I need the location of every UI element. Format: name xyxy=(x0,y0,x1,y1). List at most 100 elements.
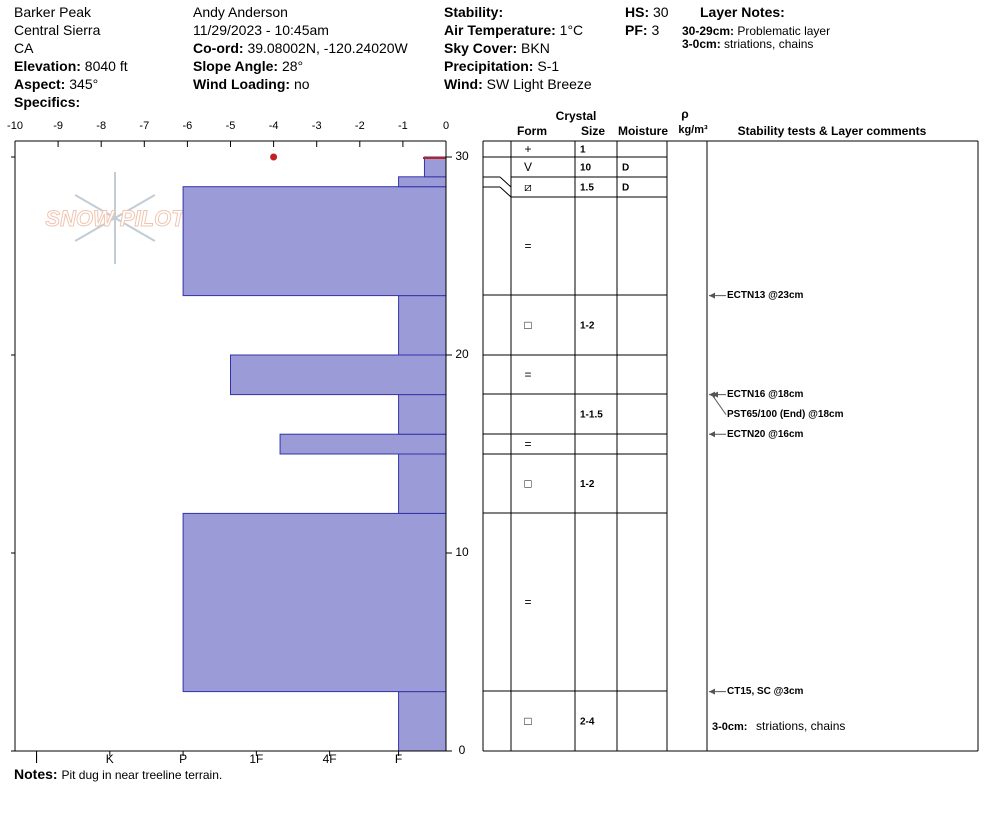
field: Elevation: 8040 ft xyxy=(14,58,128,74)
x-tick-label: -5 xyxy=(226,120,236,132)
arrow-head xyxy=(709,431,715,438)
notes-label: Notes: xyxy=(14,766,58,782)
moisture: D xyxy=(622,163,629,174)
field-label: Wind: xyxy=(444,76,483,92)
form: □ xyxy=(524,318,531,332)
logo-flake xyxy=(74,194,116,219)
field-value: 3 xyxy=(651,22,660,38)
hardness-bar xyxy=(182,186,447,297)
x-tick-label: -1 xyxy=(398,120,408,132)
field: Wind: SW Light Breeze xyxy=(444,76,592,92)
arrow-head xyxy=(712,391,718,398)
field-value: 39.08002N, -120.24020W xyxy=(247,40,408,56)
size: 10 xyxy=(580,163,592,174)
test-label: ECTN16 @18cm xyxy=(727,389,804,400)
field-value: 1°C xyxy=(559,22,584,38)
marker xyxy=(270,153,278,161)
field: PF: 3 xyxy=(625,22,659,38)
connector xyxy=(499,186,512,198)
notes-text: Pit dug in near treeline terrain. xyxy=(61,768,223,782)
hardness-bar xyxy=(398,176,447,188)
hardness-label: I xyxy=(35,752,38,766)
test-arrow xyxy=(711,394,727,415)
field-value: S-1 xyxy=(537,58,560,74)
x-tick-label: -9 xyxy=(53,120,63,132)
hardness-bar xyxy=(230,354,447,396)
hardness-label: K xyxy=(106,752,114,766)
table-header: Crystal xyxy=(556,109,597,123)
table-header: kg/m³ xyxy=(678,124,708,136)
table-header: Form xyxy=(517,124,547,138)
field: Slope Angle: 28° xyxy=(193,58,303,74)
note-text: striations, chains xyxy=(724,37,814,51)
field-label: Wind Loading: xyxy=(193,76,291,92)
location: CA xyxy=(14,40,34,56)
field-value: 8040 ft xyxy=(84,58,128,74)
x-tick-label: -8 xyxy=(96,120,106,132)
logo: SNOW PILOT xyxy=(45,172,187,264)
y-tick-label: 0 xyxy=(459,743,466,757)
observer: Andy Anderson xyxy=(193,4,288,20)
test-label: ECTN13 @23cm xyxy=(727,290,804,301)
test-label: CT15, SC @3cm xyxy=(727,686,804,697)
form: = xyxy=(524,437,531,451)
field-value: 30 xyxy=(653,4,669,20)
table-header: Size xyxy=(581,124,605,138)
layer-note: 30-29cm: Problematic layer xyxy=(682,24,830,38)
hardness-label: P xyxy=(179,752,187,766)
table-header: Stability tests & Layer comments xyxy=(738,124,927,138)
form: = xyxy=(524,239,531,253)
logo-flake xyxy=(74,217,116,242)
hardness-bar xyxy=(423,156,447,178)
logo-text: SNOW PILOT xyxy=(45,206,186,231)
field-value: BKN xyxy=(521,40,550,56)
field-label: Specifics: xyxy=(14,94,81,110)
x-tick-label: -3 xyxy=(312,120,322,132)
field: Aspect: 345° xyxy=(14,76,98,92)
form: □ xyxy=(524,477,531,491)
field: Wind Loading: no xyxy=(193,76,310,92)
field-value: SW Light Breeze xyxy=(486,76,592,92)
logo-flake xyxy=(114,217,156,242)
x-tick-label: -6 xyxy=(183,120,193,132)
note-label: 3-0cm: xyxy=(682,37,721,51)
location: Barker Peak xyxy=(14,4,92,20)
x-tick-label: -7 xyxy=(139,120,149,132)
field-value: 345° xyxy=(69,76,99,92)
field: Specifics: xyxy=(14,94,80,110)
size: 1-1.5 xyxy=(580,410,603,421)
field: Stability: xyxy=(444,4,503,20)
field: Precipitation: S-1 xyxy=(444,58,559,74)
note-label: 30-29cm: xyxy=(682,24,735,38)
field-value: no xyxy=(293,76,310,92)
size: 1-2 xyxy=(580,321,595,332)
notes: Notes: Pit dug in near treeline terrain. xyxy=(14,766,222,782)
arrow-head xyxy=(709,292,715,299)
y-tick-label: 30 xyxy=(455,149,469,163)
form: = xyxy=(524,368,531,382)
field: Sky Cover: BKN xyxy=(444,40,550,56)
form: + xyxy=(524,142,531,156)
field-label: Aspect: xyxy=(14,76,66,92)
table-header: ρ xyxy=(681,107,688,121)
field-label: HS: xyxy=(625,4,650,20)
x-tick-label: 0 xyxy=(443,120,449,132)
hardness-label: 1F xyxy=(249,752,263,766)
comment-text: striations, chains xyxy=(756,719,845,733)
size: 2-4 xyxy=(580,717,595,728)
size: 1.5 xyxy=(580,183,594,194)
x-tick-label: -2 xyxy=(355,120,365,132)
location: Central Sierra xyxy=(14,22,101,38)
size: 1 xyxy=(580,145,586,156)
x-tick-label: -4 xyxy=(269,120,279,132)
field-label: Stability: xyxy=(444,4,504,20)
hardness-bar xyxy=(398,394,447,435)
form: V xyxy=(524,160,532,174)
field-label: Elevation: xyxy=(14,58,81,74)
form: = xyxy=(524,595,531,609)
hardness-bar xyxy=(398,691,447,752)
field: HS: 30 xyxy=(625,4,669,20)
table-header: Moisture xyxy=(618,124,668,138)
